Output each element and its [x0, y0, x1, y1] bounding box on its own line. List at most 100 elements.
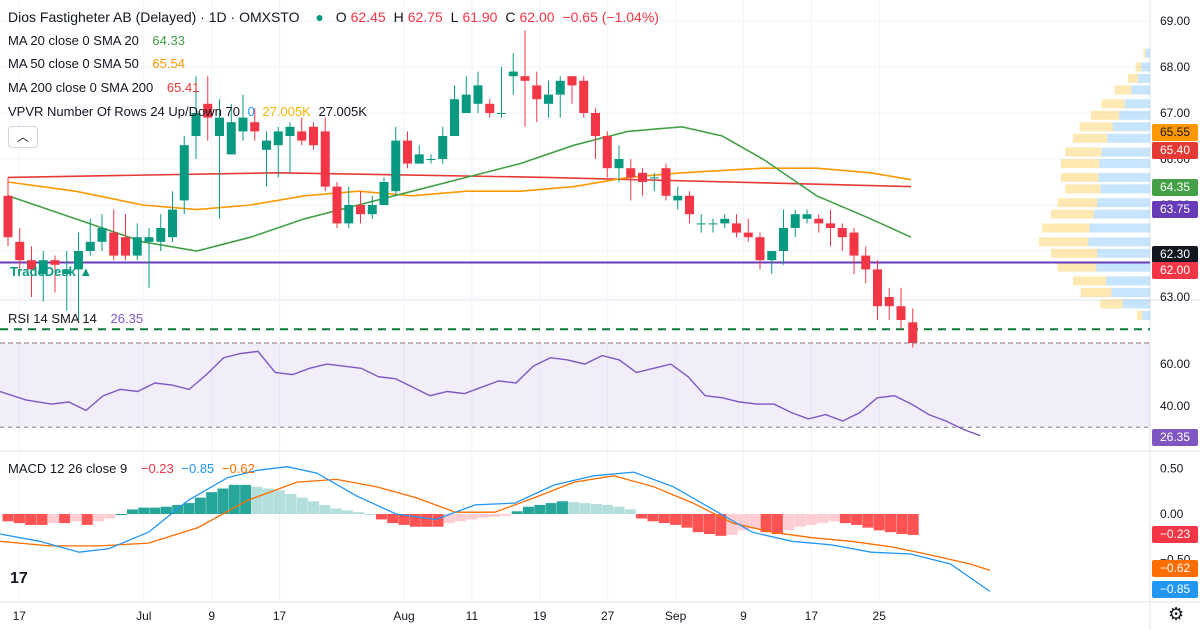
ma200-legend[interactable]: MA 200 close 0 SMA 200 65.41 [8, 80, 203, 96]
candle-body [356, 205, 365, 215]
macd-line-value: −0.85 [181, 461, 215, 476]
candle-body [743, 232, 753, 238]
vpvr-legend[interactable]: VPVR Number Of Rows 24 Up/Down 70 0 27.0… [8, 104, 371, 120]
ma200-axis-tag: 65.40 [1152, 142, 1198, 159]
tradingview-logo[interactable]: 17 [10, 570, 28, 588]
x-tick-label: 19 [533, 609, 547, 623]
vpvr-down-bar [1107, 133, 1150, 143]
high-label: H [393, 9, 404, 25]
vpvr-down-bar [1111, 287, 1150, 297]
symbol-title: Dios Fastigheter AB (Delayed) · 1D · OMX… [8, 9, 300, 25]
brand-text: TradeDesk [10, 264, 76, 279]
gear-icon[interactable]: ⚙ [1168, 604, 1185, 624]
candle-body [426, 159, 436, 160]
candle-body [332, 186, 342, 224]
candle-body [438, 136, 448, 159]
x-tick-label: Aug [393, 609, 414, 623]
macd-histogram [2, 484, 919, 536]
candle-body [685, 195, 694, 215]
low-label: L [450, 9, 459, 25]
macd-legend[interactable]: MACD 12 26 close 9 −0.23 −0.85 −0.62 [8, 461, 259, 477]
candle-body [15, 241, 25, 261]
candle-body [367, 205, 377, 215]
macd-hist-bar [353, 512, 365, 514]
macd-hist-bar [296, 497, 308, 514]
vpvr-up-bar [1051, 248, 1098, 258]
macd-hist-bar [636, 514, 648, 519]
macd-hist-bar [817, 514, 829, 524]
candle-body [779, 228, 788, 251]
candle-body [97, 228, 107, 242]
macd-line [0, 466, 991, 592]
candle-body [3, 195, 13, 238]
candle-body [473, 85, 483, 104]
vpvr-down-bar [1142, 310, 1150, 320]
ma20-legend[interactable]: MA 20 close 0 SMA 20 64.33 [8, 33, 189, 49]
rsi-tick-label: 60.00 [1160, 357, 1190, 371]
ma20-label: MA 20 close 0 SMA 20 [8, 33, 139, 48]
macd-hist-bar [126, 509, 138, 514]
signal-axis-tag: −0.62 [1152, 560, 1198, 577]
macd-hist-bar [828, 514, 840, 522]
candle-body [638, 172, 647, 182]
macd-hist-bar [81, 514, 93, 525]
macd-hist-bar [421, 514, 433, 527]
vpvr-down-bar [1097, 198, 1150, 208]
macd-hist-bar [25, 514, 37, 525]
candle-body [50, 260, 60, 265]
candle-body [238, 117, 248, 132]
candle-body [320, 131, 330, 187]
symbol-legend: Dios Fastigheter AB (Delayed) · 1D · OMX… [8, 9, 663, 25]
macd-hist-bar [228, 484, 240, 514]
vpvr-up-bar [1090, 110, 1120, 120]
ma50-axis-tag: 65.55 [1152, 124, 1198, 141]
brand-label: TradeDesk ▲ [10, 264, 93, 279]
candle-body [38, 260, 48, 274]
macd-hist-bar [692, 514, 704, 533]
candle-body [896, 306, 906, 320]
macd-hist-bar [375, 514, 387, 520]
x-tick-label: Sep [665, 609, 687, 623]
macd-hist-bar [658, 514, 670, 524]
x-tick-label: 9 [740, 609, 747, 623]
candle-body [144, 237, 154, 242]
candle-body [790, 214, 800, 228]
macd-hist-bar [749, 514, 761, 529]
candle-body [602, 136, 612, 169]
candle-body [403, 140, 412, 164]
macd-hist-bar [330, 508, 342, 514]
candle-body [109, 232, 119, 256]
candle-body [708, 223, 718, 225]
candle-body [520, 76, 530, 81]
candle-body [74, 251, 83, 270]
macd-hist-bar [579, 503, 591, 514]
rsi-value: 26.35 [110, 311, 144, 326]
vpvr-down-bar [1089, 223, 1150, 233]
candle-body [215, 117, 224, 136]
vpvr-down-bar [1119, 110, 1150, 120]
macd-hist-bar [138, 507, 150, 514]
vpvr-up-bar [1073, 276, 1106, 286]
vpvr-up-bar [1051, 209, 1094, 219]
candle-body [285, 126, 295, 136]
rsi-legend[interactable]: RSI 14 SMA 14 26.35 [8, 311, 147, 327]
candle-body [344, 205, 354, 224]
candle-body [414, 154, 424, 164]
collapse-legend-button[interactable]: ︿ [8, 126, 38, 148]
low-value: 61.90 [462, 9, 498, 25]
vpvr-up-bar [1128, 74, 1138, 83]
macd-hist-bar [681, 514, 693, 528]
status-dot: ● [315, 9, 324, 25]
candle-body [767, 251, 777, 261]
vpvr-up-bar [1136, 310, 1143, 320]
macd-hist-bar [183, 503, 195, 514]
candle-body [626, 168, 636, 178]
macd-hist-bar [443, 514, 455, 524]
vpvr-up-bar [1038, 237, 1089, 247]
vpvr-down-bar [1099, 159, 1150, 169]
candle-body [579, 80, 589, 113]
vpvr-up-bar [1079, 122, 1113, 132]
macd-hist-bar [59, 514, 71, 524]
ma50-legend[interactable]: MA 50 close 0 SMA 50 65.54 [8, 56, 189, 72]
